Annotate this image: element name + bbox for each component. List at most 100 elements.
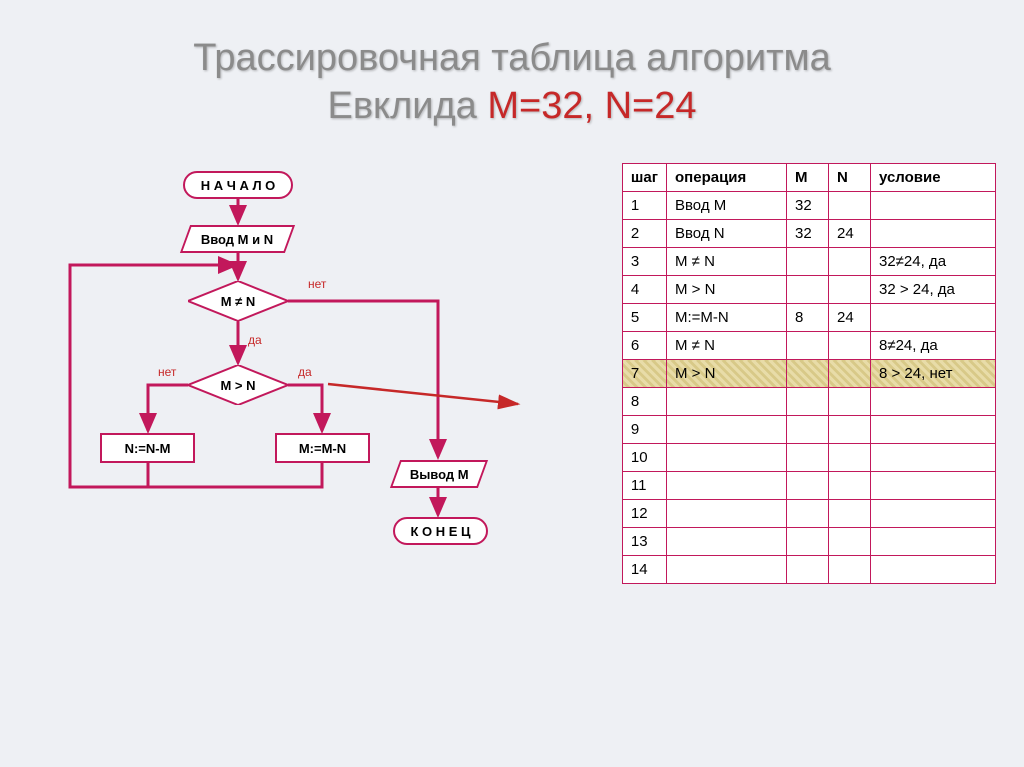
node-start-label: Н А Ч А Л О <box>201 178 276 193</box>
col-op: операция <box>667 164 787 192</box>
table-cell <box>871 192 996 220</box>
table-row: 8 <box>622 388 995 416</box>
table-row: 2Ввод N3224 <box>622 220 995 248</box>
table-cell <box>871 500 996 528</box>
table-cell: M ≠ N <box>667 248 787 276</box>
table-row: 14 <box>622 556 995 584</box>
table-cell <box>871 444 996 472</box>
table-cell: 32 > 24, да <box>871 276 996 304</box>
node-assign-m-label: M:=M-N <box>299 441 346 456</box>
table-cell: 14 <box>622 556 666 584</box>
table-row: 13 <box>622 528 995 556</box>
table-cell: 8 <box>787 304 829 332</box>
table-cell <box>787 416 829 444</box>
table-cell <box>829 388 871 416</box>
table-cell <box>787 360 829 388</box>
table-cell <box>667 444 787 472</box>
node-input: Ввод M и N <box>180 225 295 253</box>
table-cell <box>829 416 871 444</box>
table-cell <box>787 500 829 528</box>
node-dec2: M > N <box>188 365 288 405</box>
table-cell: 8 <box>622 388 666 416</box>
table-cell: 2 <box>622 220 666 248</box>
table-cell <box>787 556 829 584</box>
table-cell: 3 <box>622 248 666 276</box>
table-cell <box>871 556 996 584</box>
col-cond: условие <box>871 164 996 192</box>
table-cell <box>871 388 996 416</box>
table-row: 12 <box>622 500 995 528</box>
table-cell <box>829 444 871 472</box>
table-cell <box>787 332 829 360</box>
table-cell <box>667 388 787 416</box>
title-line2-plain: Евклида <box>328 85 488 127</box>
node-assign-n: N:=N-M <box>100 433 195 463</box>
table-row: 1Ввод M32 <box>622 192 995 220</box>
table-header-row: шаг операция M N условие <box>622 164 995 192</box>
table-cell <box>667 472 787 500</box>
table-cell <box>871 220 996 248</box>
table-cell: 13 <box>622 528 666 556</box>
table-cell <box>829 360 871 388</box>
table-cell <box>787 528 829 556</box>
table-cell <box>829 556 871 584</box>
node-output-label: Вывод M <box>410 467 469 482</box>
table-cell: 10 <box>622 444 666 472</box>
page-title: Трассировочная таблица алгоритма Евклида… <box>0 0 1024 130</box>
table-cell: 8≠24, да <box>871 332 996 360</box>
table-cell <box>871 416 996 444</box>
table-cell <box>829 472 871 500</box>
table-cell: 32 <box>787 220 829 248</box>
table-cell <box>787 444 829 472</box>
node-dec1: M ≠ N <box>188 281 288 321</box>
table-row: 7M > N8 > 24, нет <box>622 360 995 388</box>
title-line2-red: M=32, N=24 <box>487 85 696 127</box>
table-cell <box>667 500 787 528</box>
node-assign-m: M:=M-N <box>275 433 370 463</box>
table-cell <box>829 276 871 304</box>
table-row: 4M > N 32 > 24, да <box>622 276 995 304</box>
table-cell: 8 > 24, нет <box>871 360 996 388</box>
table-cell: 4 <box>622 276 666 304</box>
node-end-label: К О Н Е Ц <box>410 524 470 539</box>
table-row: 3M ≠ N32≠24, да <box>622 248 995 276</box>
node-dec2-label: M > N <box>188 365 288 405</box>
table-cell: Ввод M <box>667 192 787 220</box>
node-start: Н А Ч А Л О <box>183 171 293 199</box>
table-cell: 24 <box>829 304 871 332</box>
table-cell <box>667 416 787 444</box>
table-cell <box>667 528 787 556</box>
table-cell <box>829 248 871 276</box>
table-cell <box>667 556 787 584</box>
table-row: 9 <box>622 416 995 444</box>
table-cell <box>787 472 829 500</box>
label-no2: нет <box>158 365 176 379</box>
label-no1: нет <box>308 277 326 291</box>
node-dec1-label: M ≠ N <box>188 281 288 321</box>
node-assign-n-label: N:=N-M <box>125 441 171 456</box>
table-cell: 9 <box>622 416 666 444</box>
table-cell <box>829 332 871 360</box>
table-cell: 5 <box>622 304 666 332</box>
col-step: шаг <box>622 164 666 192</box>
table-cell: M ≠ N <box>667 332 787 360</box>
table-cell: M > N <box>667 276 787 304</box>
table-cell: 32 <box>787 192 829 220</box>
table-cell: 12 <box>622 500 666 528</box>
table-cell: 7 <box>622 360 666 388</box>
table-cell <box>871 472 996 500</box>
col-m: M <box>787 164 829 192</box>
flowchart: Н А Ч А Л О Ввод M и N M ≠ N M > N N:=N-… <box>40 165 500 615</box>
table-row: 10 <box>622 444 995 472</box>
table-cell: 11 <box>622 472 666 500</box>
table-row: 5M:=M-N824 <box>622 304 995 332</box>
table-cell <box>871 528 996 556</box>
table-cell <box>787 276 829 304</box>
title-line1: Трассировочная таблица алгоритма <box>193 37 830 79</box>
table-cell: 6 <box>622 332 666 360</box>
label-yes1: да <box>248 333 262 347</box>
trace-table: шаг операция M N условие 1Ввод M322Ввод … <box>622 163 996 584</box>
table-cell: M:=M-N <box>667 304 787 332</box>
table-cell <box>829 192 871 220</box>
col-n: N <box>829 164 871 192</box>
